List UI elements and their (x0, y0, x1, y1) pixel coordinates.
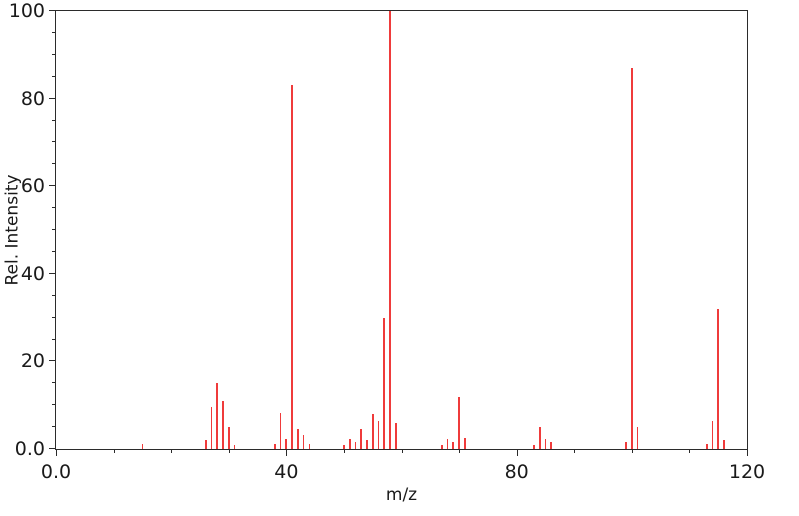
y-tick-minor (52, 404, 56, 406)
peak-bar (394, 422, 397, 449)
peak-bar (343, 444, 345, 449)
peak-bar (354, 442, 357, 449)
y-tick-major (49, 272, 56, 274)
y-tick-minor (52, 141, 56, 143)
y-tick-label: 40 (20, 262, 45, 285)
y-tick-minor (52, 207, 56, 209)
x-tick-minor (574, 449, 576, 453)
y-tick-minor (52, 119, 56, 121)
peak-bar (204, 440, 207, 449)
x-tick-minor (171, 449, 173, 453)
x-tick-minor (228, 449, 230, 453)
peak-bar (279, 412, 282, 449)
y-tick-label: 20 (20, 350, 45, 373)
peak-bar (538, 427, 541, 449)
peak-bar (705, 443, 708, 449)
peak-bar (717, 308, 720, 449)
y-tick-minor (52, 75, 56, 77)
x-tick-major (747, 449, 748, 456)
y-tick-minor (52, 250, 56, 252)
y-tick-label: 60 (20, 175, 45, 198)
y-tick-major (49, 97, 56, 99)
x-tick-major (56, 449, 57, 456)
peak-bar (711, 420, 714, 449)
peak-bar (550, 442, 553, 449)
peak-bar (210, 407, 213, 449)
peak-bar (533, 444, 535, 449)
y-tick-major (49, 360, 56, 362)
y-tick-label: 0.0 (14, 438, 45, 460)
peak-bar (440, 444, 443, 449)
peak-bar (141, 443, 144, 449)
y-tick-major (49, 448, 56, 449)
x-tick-label: 0.0 (40, 461, 72, 483)
y-axis-title: Rel. Intensity (0, 10, 26, 450)
peak-bar (302, 434, 305, 449)
peak-bar (308, 443, 311, 449)
y-tick-minor (52, 31, 56, 33)
y-tick-label: 80 (20, 87, 45, 110)
peak-bar (371, 413, 374, 449)
x-tick-major (286, 449, 288, 456)
x-tick-minor (401, 449, 403, 453)
x-tick-major (516, 449, 518, 456)
peak-bar (296, 429, 299, 449)
peak-bar (452, 442, 455, 449)
peak-bar (348, 439, 351, 449)
x-tick-label: 40 (274, 461, 299, 483)
peak-bar (360, 429, 363, 449)
peak-bar (544, 439, 547, 449)
y-tick-minor (52, 163, 56, 165)
peak-bar (383, 317, 386, 449)
y-tick-minor (52, 426, 56, 428)
x-axis-title: m/z (385, 485, 418, 505)
y-tick-minor (52, 338, 56, 340)
peak-bar (291, 85, 293, 449)
peak-bar (446, 439, 449, 449)
peak-bar (377, 420, 380, 449)
peak-bar (625, 442, 627, 449)
peak-bar (636, 427, 639, 449)
y-tick-major (49, 185, 56, 187)
y-tick-minor (52, 53, 56, 55)
x-tick-minor (113, 449, 115, 453)
peak-bar (366, 440, 368, 449)
x-tick-minor (343, 449, 345, 453)
peak-bar (285, 439, 288, 449)
peak-bar (216, 383, 219, 449)
x-tick-label: 80 (504, 461, 529, 483)
peak-bar (233, 444, 236, 449)
x-tick-label: 120 (728, 461, 766, 483)
y-tick-minor (52, 294, 56, 296)
peak-bar (463, 438, 466, 449)
peak-bar (273, 443, 276, 449)
peak-bar (630, 67, 633, 449)
x-tick-minor (689, 449, 691, 453)
peak-bar (723, 440, 725, 449)
y-tick-minor (52, 316, 56, 318)
peak-bar (227, 427, 230, 449)
peak-series (56, 11, 747, 449)
y-tick-minor (52, 229, 56, 230)
peak-bar (458, 397, 460, 449)
x-tick-minor (631, 449, 633, 453)
plot-area: 0.0 20 40 60 80 100 0.0 40 80 120 (9, 0, 765, 483)
y-tick-major (49, 10, 56, 11)
x-tick-minor (459, 449, 461, 453)
peak-bar (222, 400, 224, 449)
y-tick-label: 100 (8, 0, 45, 22)
peak-bar (389, 11, 391, 449)
y-tick-minor (52, 382, 56, 384)
